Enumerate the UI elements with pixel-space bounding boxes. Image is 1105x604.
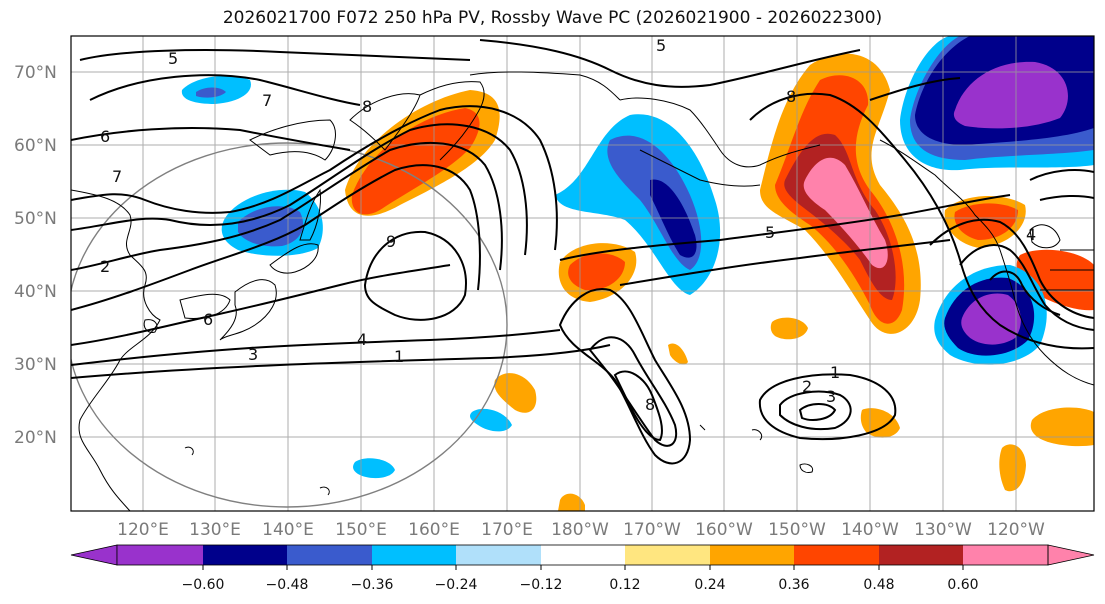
lon-tick-label: 120°E <box>117 520 169 540</box>
lon-tick-label: 130°E <box>189 520 241 540</box>
contour-label: 3 <box>248 345 258 364</box>
colorbar-frame <box>116 544 1049 566</box>
plot-area: 5 5 7 8 6 7 9 2 6 4 3 1 8 5 1 2 3 8 4 <box>71 36 1094 511</box>
lon-tick-label: 170°E <box>481 520 533 540</box>
lat-tick-label: 50°N <box>14 209 57 229</box>
positive-anomaly-subtropical-4 <box>1030 407 1094 447</box>
colorbar-segment <box>456 545 541 565</box>
lon-tick-label: 160°E <box>408 520 460 540</box>
colorbar-tick-marks <box>202 565 964 570</box>
contour-label: 1 <box>394 347 404 366</box>
colorbar-tick-label: −0.48 <box>266 577 309 593</box>
negative-anomaly-subtropical-2 <box>353 458 395 479</box>
colorbar-tick-label: −0.24 <box>435 577 478 593</box>
positive-anomaly-subtropical-7 <box>558 493 585 511</box>
contour-label: 1 <box>830 363 840 382</box>
lon-tick-label: 140°W <box>841 520 899 540</box>
colorbar-tick-label: 0.60 <box>947 577 978 593</box>
colorbar-segment <box>203 545 287 565</box>
colorbar-segment <box>541 545 625 565</box>
colorbar-tick-label: −0.36 <box>351 577 394 593</box>
positive-anomaly-subtropical-2 <box>770 317 808 340</box>
lon-tick-label: 130°W <box>914 520 972 540</box>
colorbar-right-extension <box>1047 544 1095 566</box>
graticule <box>71 36 1094 511</box>
colorbar-segment <box>625 545 710 565</box>
colorbar: −0.60 −0.48 −0.36 −0.24 −0.12 0.12 0.24 … <box>70 544 1095 593</box>
lat-tick-label: 30°N <box>14 355 57 375</box>
lat-tick-label: 70°N <box>14 63 57 83</box>
negative-anomaly-southeast-core <box>961 293 1021 345</box>
lon-tick-label: 180°W <box>551 520 609 540</box>
contour-label: 5 <box>656 36 666 55</box>
lon-tick-label: 120°W <box>987 520 1045 540</box>
positive-anomaly-subtropical-3 <box>860 408 900 438</box>
colorbar-segment <box>117 545 203 565</box>
map-title: 2026021700 F072 250 hPa PV, Rossby Wave … <box>222 8 883 28</box>
negative-anomaly-central-pacific-core <box>650 179 697 258</box>
negative-anomaly-okhotsk-core <box>196 87 226 98</box>
longitude-axis: 120°E 130°E 140°E 150°E 160°E 170°E 180°… <box>117 520 1045 540</box>
contour-labels: 5 5 7 8 6 7 9 2 6 4 3 1 8 5 1 2 3 8 4 <box>100 36 1036 414</box>
contour-label: 5 <box>168 49 178 68</box>
contour-label: 9 <box>386 232 396 251</box>
contour-label: 8 <box>645 395 655 414</box>
colorbar-segment <box>710 545 794 565</box>
contour-label: 6 <box>203 310 213 329</box>
contour-label: 4 <box>357 330 367 349</box>
contour-label: 6 <box>100 127 110 146</box>
colorbar-segment <box>879 545 963 565</box>
pv-contours <box>71 39 1094 465</box>
coastlines <box>71 71 1094 511</box>
lon-tick-label: 170°W <box>623 520 681 540</box>
positive-anomaly-subtropical-5 <box>999 444 1026 492</box>
contour-label: 3 <box>826 387 836 406</box>
latitude-axis: 70°N 60°N 50°N 40°N 30°N 20°N <box>14 63 57 448</box>
colorbar-tick-label: 0.36 <box>778 577 809 593</box>
contour-label: 5 <box>765 223 775 242</box>
contour-label: 8 <box>362 97 372 116</box>
colorbar-tick-label: −0.60 <box>182 577 225 593</box>
colorbar-segment <box>794 545 879 565</box>
lon-tick-label: 140°E <box>262 520 314 540</box>
contour-label: 7 <box>112 167 122 186</box>
negative-anomaly-northeast-top-peak <box>953 61 1068 129</box>
contour-label: 2 <box>100 257 110 276</box>
negative-anomaly-subtropical-1 <box>470 408 512 432</box>
positive-anomaly-gulf-of-alaska-peak <box>803 157 888 269</box>
lat-tick-label: 20°N <box>14 428 57 448</box>
map-frame <box>70 35 1095 512</box>
positive-anomaly-subtropical-6 <box>668 343 688 365</box>
contour-label: 2 <box>802 377 812 396</box>
contour-label: 4 <box>1026 225 1036 244</box>
lat-tick-label: 40°N <box>14 282 57 302</box>
positive-anomaly-dateline-core <box>568 253 625 291</box>
great-circle-outline <box>71 142 508 508</box>
colorbar-tick-labels: −0.60 −0.48 −0.36 −0.24 −0.12 0.12 0.24 … <box>182 577 979 593</box>
colorbar-segment <box>372 545 456 565</box>
colorbar-left-extension <box>70 544 118 566</box>
positive-anomaly-northeast-core <box>954 203 1018 240</box>
lat-tick-label: 60°N <box>14 136 57 156</box>
lon-tick-label: 150°W <box>768 520 826 540</box>
lon-tick-label: 160°W <box>695 520 753 540</box>
shaded-anomaly-fields <box>181 36 1094 511</box>
positive-anomaly-subtropical-1 <box>494 373 537 413</box>
lon-tick-label: 150°E <box>335 520 387 540</box>
colorbar-tick-label: 0.48 <box>863 577 894 593</box>
colorbar-tick-label: 0.24 <box>694 577 725 593</box>
positive-anomaly-east <box>1016 249 1094 311</box>
contour-label: 7 <box>262 91 272 110</box>
contour-label: 8 <box>786 87 796 106</box>
positive-anomaly-kamchatka-core <box>351 108 480 215</box>
colorbar-tick-label: 0.12 <box>609 577 640 593</box>
colorbar-segment <box>287 545 372 565</box>
colorbar-tick-label: −0.12 <box>520 577 563 593</box>
colorbar-segment <box>963 545 1048 565</box>
